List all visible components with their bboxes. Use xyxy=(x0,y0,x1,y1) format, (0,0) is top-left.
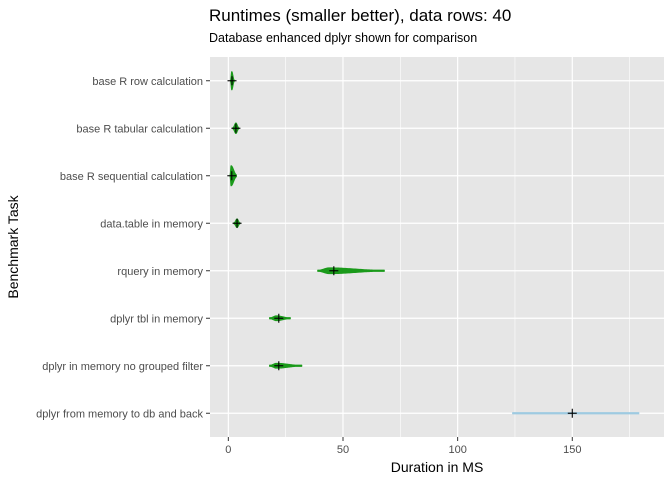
x-tick-label: 0 xyxy=(225,444,231,456)
y-tick-label: base R tabular calculation xyxy=(76,123,203,135)
violin-marks xyxy=(227,71,640,418)
y-tick-label: base R sequential calculation xyxy=(60,171,203,183)
violin-shape xyxy=(317,267,385,275)
x-tick-label: 150 xyxy=(563,444,581,456)
x-axis-title: Duration in MS xyxy=(391,459,484,475)
grid-lines xyxy=(210,57,664,437)
chart-subtitle: Database enhanced dplyr shown for compar… xyxy=(209,31,477,45)
y-axis: base R row calculation base R tabular cal… xyxy=(36,76,210,420)
chart-title: Runtimes (smaller better), data rows: 40 xyxy=(209,6,511,25)
y-tick-label: rquery in memory xyxy=(117,266,203,278)
x-axis: 0 50 100 150 xyxy=(225,437,581,456)
violin-shape xyxy=(269,362,303,369)
y-tick-label: dplyr in memory no grouped filter xyxy=(42,361,203,373)
y-axis-title: Benchmark Task xyxy=(5,194,21,298)
plot-panel xyxy=(210,57,664,437)
y-tick-label: dplyr tbl in memory xyxy=(110,313,203,325)
y-tick-label: dplyr from memory to db and back xyxy=(36,408,203,420)
y-tick-label: data.table in memory xyxy=(100,218,203,230)
x-tick-label: 50 xyxy=(337,444,349,456)
x-tick-label: 100 xyxy=(448,444,466,456)
y-tick-label: base R row calculation xyxy=(92,76,203,88)
